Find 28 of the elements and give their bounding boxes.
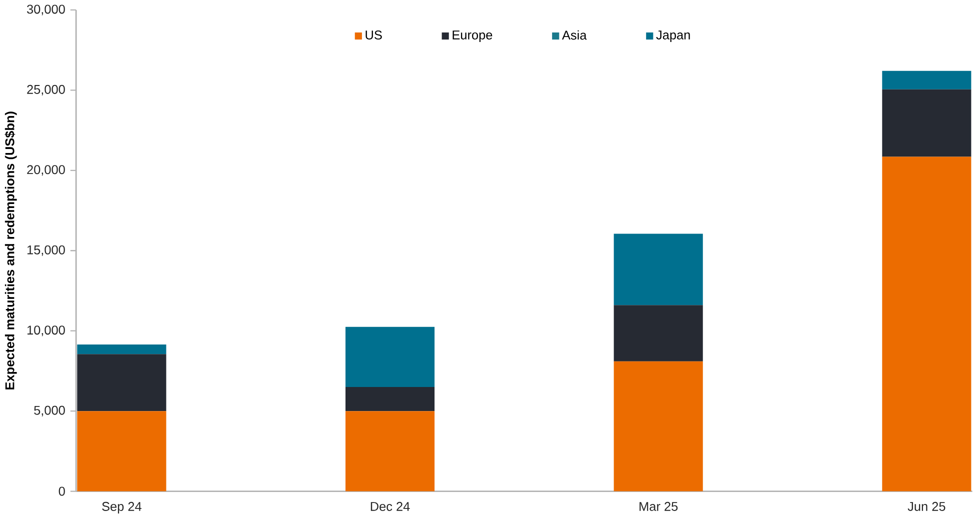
y-axis-title: Expected maturities and redemptions (US$bn) <box>4 112 17 390</box>
bar <box>345 386 435 411</box>
x-tick-label: Jun 25 <box>908 502 946 511</box>
y-tick-label: 30,000 <box>26 4 65 16</box>
bar <box>614 234 703 306</box>
y-tick-label: 5,000 <box>34 406 65 416</box>
legend-label: US <box>366 30 382 40</box>
x-tick-label: Sep 24 <box>102 502 142 514</box>
y-tick-label: 25,000 <box>27 84 65 96</box>
bar <box>345 410 435 492</box>
legend-label: Europe <box>452 30 492 42</box>
bar <box>614 361 703 492</box>
bar <box>77 410 166 492</box>
bar <box>882 156 972 492</box>
legend-label: Asia <box>562 30 587 40</box>
y-tick-label: 20,000 <box>27 165 65 176</box>
x-tick-label: Mar 25 <box>640 502 678 511</box>
y-tick-label: 10,000 <box>27 326 65 336</box>
bar <box>882 70 972 90</box>
bar <box>77 354 166 411</box>
y-tick-label: 15,000 <box>27 245 65 256</box>
x-tick-label: Dec 24 <box>370 502 410 511</box>
bar <box>614 305 703 362</box>
y-tick-label: 0 <box>58 486 65 496</box>
bar <box>882 89 972 157</box>
bar <box>345 326 435 387</box>
bar <box>77 344 166 354</box>
legend-label: Japan <box>656 30 690 42</box>
